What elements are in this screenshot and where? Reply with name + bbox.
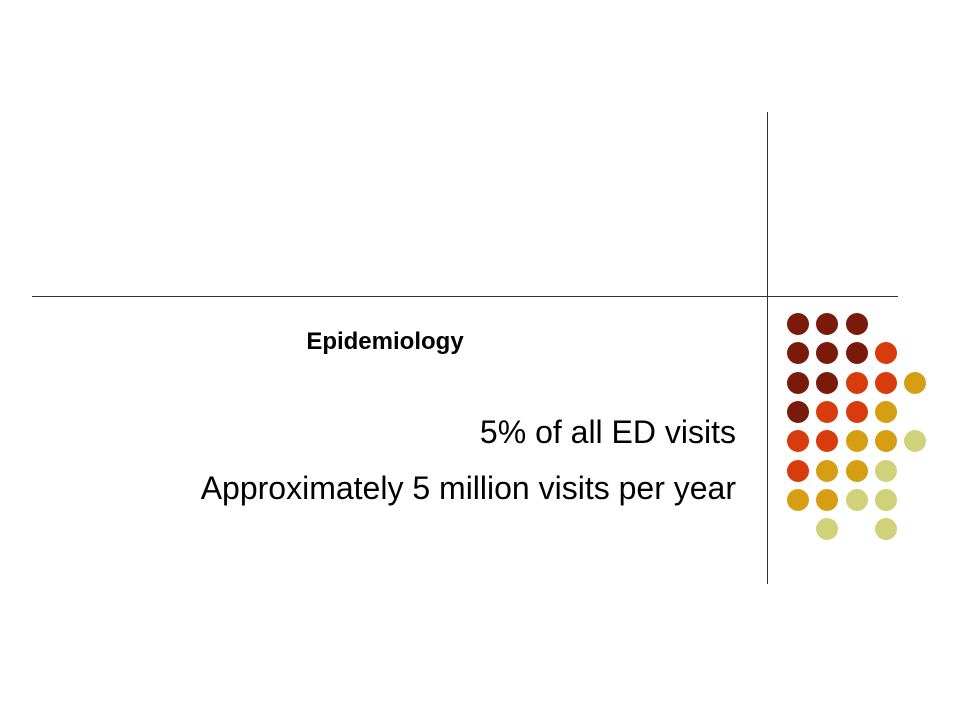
decorative-dot	[845, 313, 868, 335]
decorative-dot	[787, 459, 809, 482]
decorative-dot	[787, 371, 809, 394]
decorative-dot	[874, 400, 897, 423]
decorative-dot	[816, 459, 839, 482]
decorative-dot	[787, 488, 809, 511]
decorative-dot	[845, 488, 868, 511]
decorative-dot	[816, 488, 839, 511]
decorative-dot	[874, 518, 897, 541]
bullet-visits-per-year: Approximately 5 million visits per year	[200, 470, 736, 506]
decorative-dot	[816, 400, 839, 423]
decorative-dot	[816, 342, 839, 365]
slide-title: Epidemiology	[306, 328, 464, 355]
decorative-dot	[904, 371, 927, 394]
bullet-ed-visits: 5% of all ED visits	[479, 414, 736, 450]
decorative-dot	[874, 430, 897, 453]
decorative-dot	[816, 371, 839, 394]
vertical-divider-line	[767, 112, 768, 584]
decorative-dot	[874, 371, 897, 394]
decorative-dot	[845, 459, 868, 482]
decorative-dot	[816, 313, 839, 335]
decorative-dot	[845, 342, 868, 365]
decorative-dot	[904, 430, 927, 453]
decorative-dot	[816, 518, 839, 541]
decorative-dot	[787, 342, 809, 365]
decorative-dot	[787, 313, 809, 335]
decorative-dot	[874, 342, 897, 365]
horizontal-divider-line	[32, 296, 898, 297]
decorative-dot	[787, 400, 809, 423]
decorative-dot	[816, 430, 839, 453]
decorative-dot	[874, 459, 897, 482]
decorative-dot	[845, 430, 868, 453]
decorative-dot	[787, 430, 809, 453]
decorative-dot	[874, 488, 897, 511]
decorative-dot	[845, 400, 868, 423]
decorative-dot	[845, 371, 868, 394]
